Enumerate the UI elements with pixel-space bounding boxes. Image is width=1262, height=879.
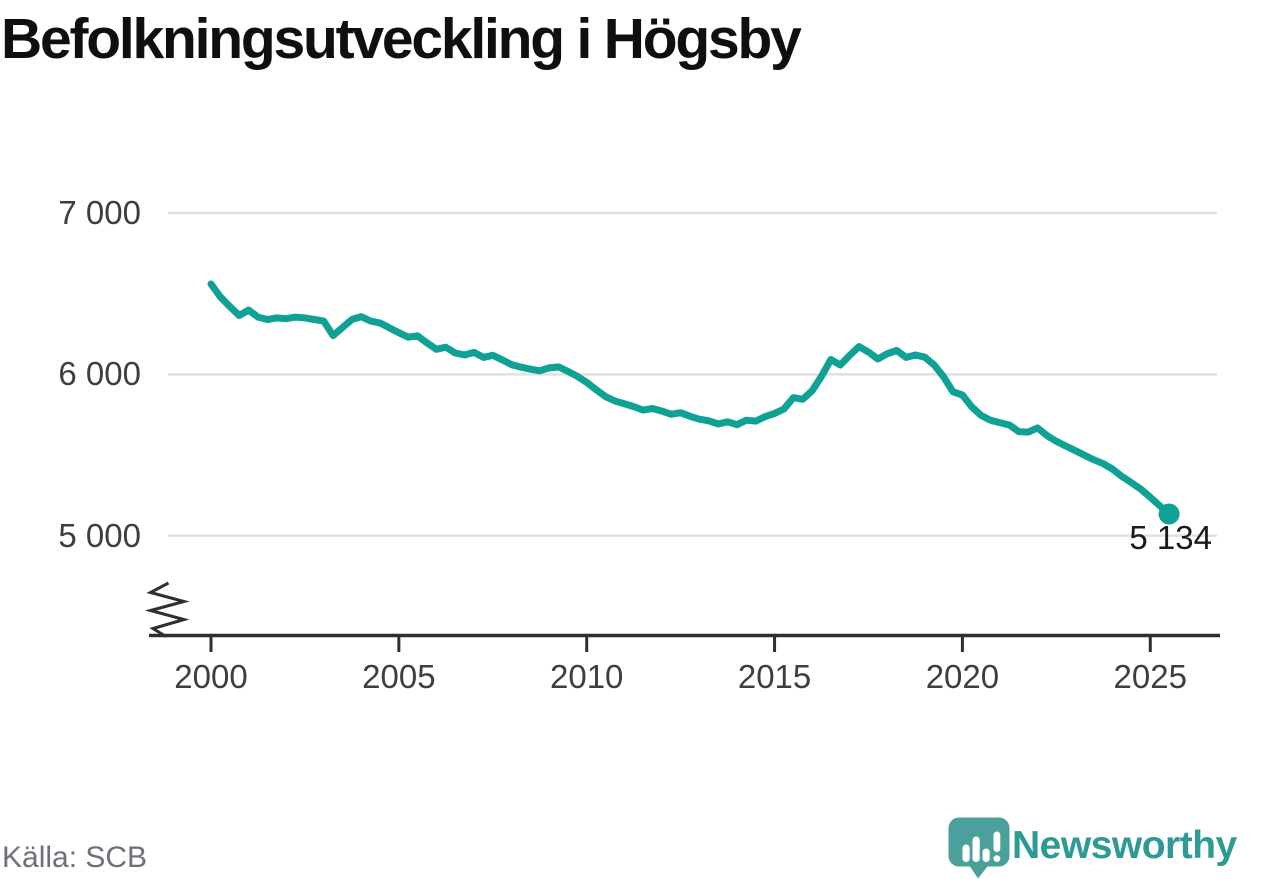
axis-break-icon (144, 581, 190, 638)
x-axis (149, 633, 1220, 652)
population-line (207, 280, 1173, 518)
x-axis-tick-label: 2005 (362, 658, 436, 695)
x-axis-tick-label: 2000 (174, 658, 248, 695)
newsworthy-wordmark: Newsworthy (1012, 824, 1237, 867)
newsworthy-logo: Newsworthy (948, 817, 1237, 879)
y-axis-tick-label: 5 000 (58, 516, 141, 554)
gridlines (168, 211, 1217, 537)
y-axis-labels: 7 000 6 000 5 000 (0, 0, 141, 700)
end-value-label: 5 134 (1129, 519, 1212, 556)
x-axis-tick-label: 2025 (1113, 658, 1187, 695)
x-axis-tick-label: 2010 (549, 658, 624, 695)
y-axis-tick-label: 6 000 (58, 355, 141, 393)
logo-bars-icon (962, 831, 1001, 862)
x-axis-labels: 2000 2005 2010 2015 2020 2025 (174, 658, 1187, 695)
end-point-marker (1158, 503, 1180, 525)
source-note: Källa: SCB (2, 841, 148, 874)
newsworthy-logo-icon (948, 817, 1010, 879)
y-axis-tick-label: 7 000 (58, 194, 141, 231)
x-axis-tick-label: 2020 (925, 658, 1000, 695)
chart-title: Befolkningsutveckling i Högsby (1, 7, 802, 71)
x-axis-tick-label: 2015 (737, 658, 812, 695)
